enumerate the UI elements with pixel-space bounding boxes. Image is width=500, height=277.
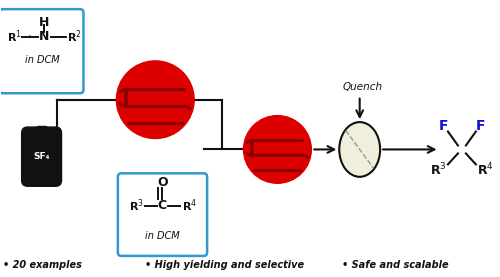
Text: in DCM: in DCM bbox=[145, 230, 180, 240]
Text: R$^3$: R$^3$ bbox=[430, 162, 447, 179]
Text: R$^1$: R$^1$ bbox=[6, 28, 22, 45]
Text: R$^3$: R$^3$ bbox=[129, 197, 144, 214]
Text: • Safe and scalable: • Safe and scalable bbox=[342, 260, 449, 270]
Circle shape bbox=[244, 116, 312, 183]
Text: N: N bbox=[39, 30, 50, 43]
Text: Quench: Quench bbox=[342, 82, 382, 92]
Text: C: C bbox=[158, 199, 167, 212]
Text: R$^2$: R$^2$ bbox=[66, 28, 82, 45]
FancyBboxPatch shape bbox=[118, 173, 207, 256]
Text: O: O bbox=[157, 176, 168, 189]
Ellipse shape bbox=[340, 122, 380, 177]
Circle shape bbox=[116, 61, 194, 138]
Text: F: F bbox=[438, 119, 448, 133]
Text: F: F bbox=[476, 119, 485, 133]
FancyBboxPatch shape bbox=[0, 9, 84, 93]
Text: R$^4$: R$^4$ bbox=[477, 162, 494, 179]
Text: ·: · bbox=[28, 32, 31, 42]
Text: R$^4$: R$^4$ bbox=[182, 197, 197, 214]
Text: in DCM: in DCM bbox=[25, 55, 59, 65]
Text: H: H bbox=[39, 16, 50, 29]
Text: • 20 examples: • 20 examples bbox=[3, 260, 82, 270]
FancyBboxPatch shape bbox=[22, 127, 62, 186]
Text: • High yielding and selective: • High yielding and selective bbox=[146, 260, 304, 270]
Text: SF₄: SF₄ bbox=[34, 152, 50, 161]
FancyBboxPatch shape bbox=[37, 126, 46, 133]
